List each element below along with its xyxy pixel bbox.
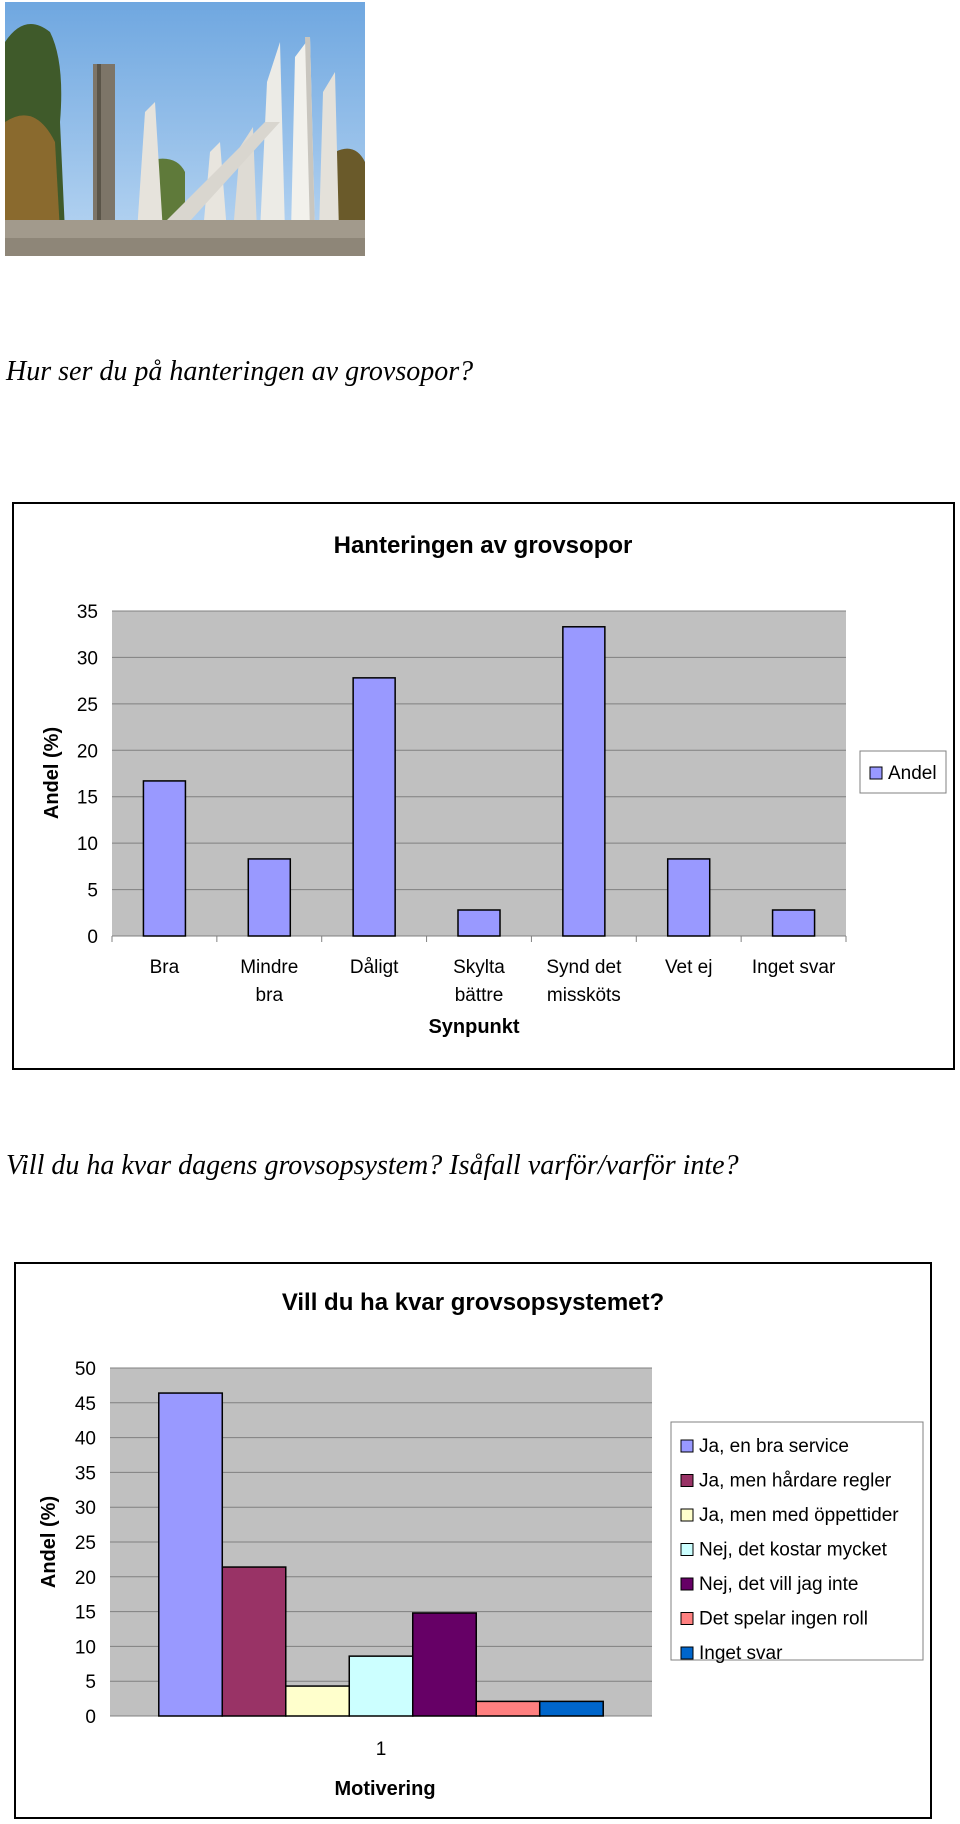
y-tick-label: 40 (75, 1429, 96, 1450)
y-tick-label: 20 (75, 1568, 96, 1589)
legend-swatch (869, 766, 883, 780)
bar-2 (285, 1685, 351, 1717)
plot-area (112, 611, 846, 936)
y-tick-label: 5 (87, 881, 98, 902)
chart-title: Vill du ha kvar grovsopsystemet? (282, 1289, 664, 1316)
bar-4 (411, 1612, 477, 1717)
bar-5 (475, 1700, 541, 1717)
chart-2-frame: 0 5 10 15 20 25 30 35 40 45 50 1 Vill du ha kvar gro… (14, 1262, 932, 1819)
x-tick-label: Inget svar (752, 957, 836, 978)
question-1: Hur ser du på hanteringen av grovsopor? (6, 356, 474, 387)
legend-label-5: Det spelar ingen roll (699, 1609, 868, 1630)
legend-label-0: Ja, en bra service (699, 1436, 849, 1457)
y-tick-label: 45 (75, 1394, 96, 1415)
y-tick-label: 15 (77, 788, 98, 809)
x-axis-title: Motivering (334, 1778, 435, 1800)
legend-label-4: Nej, det vill jag inte (699, 1574, 858, 1595)
bar-3 (348, 1655, 414, 1717)
question-2: Vill du ha kvar dagens grovsopsystem? Is… (6, 1150, 739, 1181)
bar-5 (666, 858, 711, 937)
legend-swatch-0 (680, 1439, 694, 1453)
bar-1 (221, 1566, 287, 1717)
y-tick-label: 30 (75, 1498, 96, 1519)
legend-label: Andel (888, 763, 937, 784)
bar-1 (247, 858, 292, 937)
bar-0 (158, 1392, 224, 1717)
legend-label-3: Nej, det kostar mycket (699, 1540, 888, 1561)
bar-3 (457, 909, 501, 937)
x-tick-label: Vet ej (665, 957, 713, 978)
legend-swatch-5 (680, 1612, 694, 1625)
legend-label-2: Ja, men med öppettider (699, 1505, 899, 1526)
y-tick-label: 0 (85, 1707, 96, 1728)
x-tick-label: Mindre (240, 957, 298, 978)
y-axis-title: Andel (%) (38, 1496, 60, 1588)
y-tick-label: 30 (77, 648, 98, 669)
legend-swatch-6 (680, 1646, 694, 1660)
legend-swatch-3 (680, 1543, 694, 1556)
bar-4 (562, 626, 606, 937)
y-tick-label: 5 (85, 1672, 96, 1693)
bar-2 (352, 677, 396, 937)
bar-6 (771, 909, 816, 937)
legend-swatch-1 (680, 1474, 694, 1487)
x-tick-label: Bra (150, 957, 180, 978)
x-tick-label: Skylta (453, 957, 505, 978)
y-tick-label: 10 (77, 834, 98, 855)
legend-box (670, 1421, 924, 1661)
legend-swatch-4 (680, 1577, 694, 1591)
x-tick-label: bra (256, 985, 284, 1006)
y-tick-label: 25 (77, 695, 98, 716)
chart-1: 0 5 10 15 20 25 30 35 Bra Mindre bra Dåligt Skylta bä… (41, 532, 947, 1038)
legend-label-1: Ja, men hårdare regler (699, 1471, 892, 1492)
y-tick-label: 35 (75, 1463, 96, 1484)
y-tick-label: 20 (77, 741, 98, 762)
x-tick-label: Synd det (546, 957, 622, 978)
x-tick-label: bättre (455, 985, 504, 1006)
y-tick-label: 50 (75, 1359, 96, 1380)
legend-swatch-2 (680, 1508, 694, 1522)
monument-photo (5, 2, 365, 256)
y-tick-label: 25 (75, 1533, 96, 1554)
chart-title: Hanteringen av grovsopor (334, 532, 633, 559)
chart-1-frame: 0 5 10 15 20 25 30 35 Bra Mindre bra Dåligt Skylta bä… (12, 502, 955, 1070)
x-tick-label: 1 (376, 1739, 387, 1760)
y-tick-label: 0 (87, 927, 98, 948)
bar-6 (538, 1700, 604, 1717)
legend-label-6: Inget svar (699, 1643, 783, 1664)
y-axis-title: Andel (%) (41, 727, 63, 819)
chart-2: 0 5 10 15 20 25 30 35 40 45 50 1 Vill du ha kvar gro… (38, 1289, 924, 1800)
y-tick-label: 15 (75, 1603, 96, 1624)
y-tick-label: 10 (75, 1637, 96, 1658)
y-tick-label: 35 (77, 602, 98, 623)
x-axis-title: Synpunkt (428, 1016, 519, 1038)
bar-0 (142, 780, 187, 937)
x-tick-label: missköts (547, 985, 621, 1006)
x-tick-label: Dåligt (350, 957, 399, 978)
